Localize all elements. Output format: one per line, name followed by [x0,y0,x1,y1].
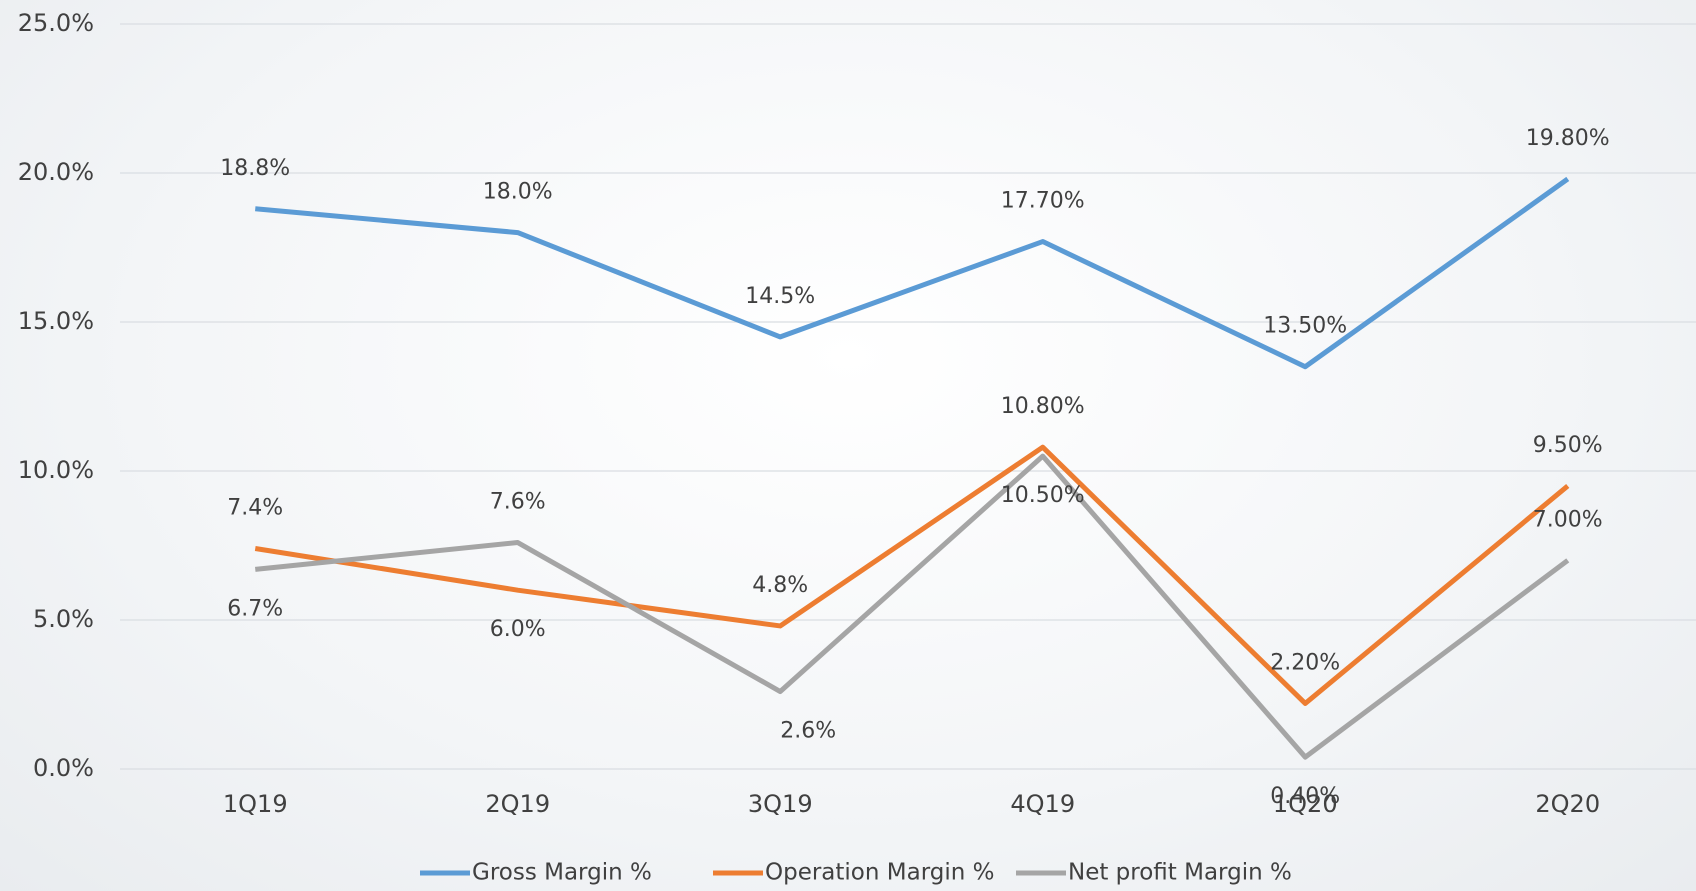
legend-label: Net profit Margin % [1068,860,1292,886]
y-tick-label: 15.0% [18,307,94,335]
legend-label: Operation Margin % [765,860,995,886]
data-label: 2.20% [1270,650,1340,675]
data-label: 18.8% [220,156,290,181]
data-label: 2.6% [780,719,836,744]
line-series [254,444,1570,706]
data-label: 10.80% [1001,394,1085,419]
data-label: 14.5% [745,284,815,309]
y-tick-label: 20.0% [18,158,94,186]
data-label: 7.6% [490,490,546,515]
y-tick-label: 0.0% [33,754,94,782]
data-label: 18.0% [483,180,553,205]
data-label: 9.50% [1533,433,1603,458]
data-label: 13.50% [1263,314,1347,339]
data-label: 17.70% [1001,189,1085,214]
data-label: 0.40% [1270,784,1340,809]
data-label: 19.80% [1526,126,1610,151]
data-label: 7.00% [1533,507,1603,532]
line-series [254,453,1570,760]
y-tick-label: 25.0% [18,9,94,37]
y-tick-label: 5.0% [33,605,94,633]
x-tick-label: 4Q19 [1010,790,1075,818]
x-tick-label: 2Q19 [485,790,550,818]
x-tick-label: 3Q19 [748,790,813,818]
y-tick-label: 10.0% [18,456,94,484]
x-tick-label: 1Q19 [223,790,288,818]
line-series [255,176,1570,370]
legend-label: Gross Margin % [472,860,652,886]
data-label: 6.7% [227,596,283,621]
x-tick-label: 2Q20 [1535,790,1600,818]
data-label: 4.8% [752,573,808,598]
x-tick-label: 1Q20 [1273,790,1338,818]
data-label: 7.4% [227,495,283,520]
data-label: 10.50% [1001,483,1085,508]
data-label: 6.0% [490,617,546,642]
